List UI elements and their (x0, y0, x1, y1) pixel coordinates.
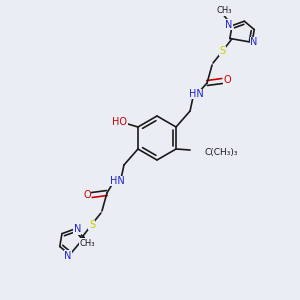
Text: N: N (74, 224, 81, 234)
Text: C(CH₃)₃: C(CH₃)₃ (204, 148, 238, 157)
Text: N: N (225, 20, 233, 30)
Text: S: S (89, 220, 95, 230)
Text: HN: HN (110, 176, 124, 186)
Text: N: N (64, 251, 71, 261)
Text: CH₃: CH₃ (216, 6, 232, 15)
Text: HN: HN (189, 89, 203, 99)
Text: S: S (219, 46, 225, 56)
Text: N: N (250, 38, 258, 47)
Text: O: O (83, 190, 91, 200)
Text: HO: HO (112, 117, 128, 127)
Text: CH₃: CH₃ (80, 239, 95, 248)
Text: O: O (223, 75, 231, 85)
